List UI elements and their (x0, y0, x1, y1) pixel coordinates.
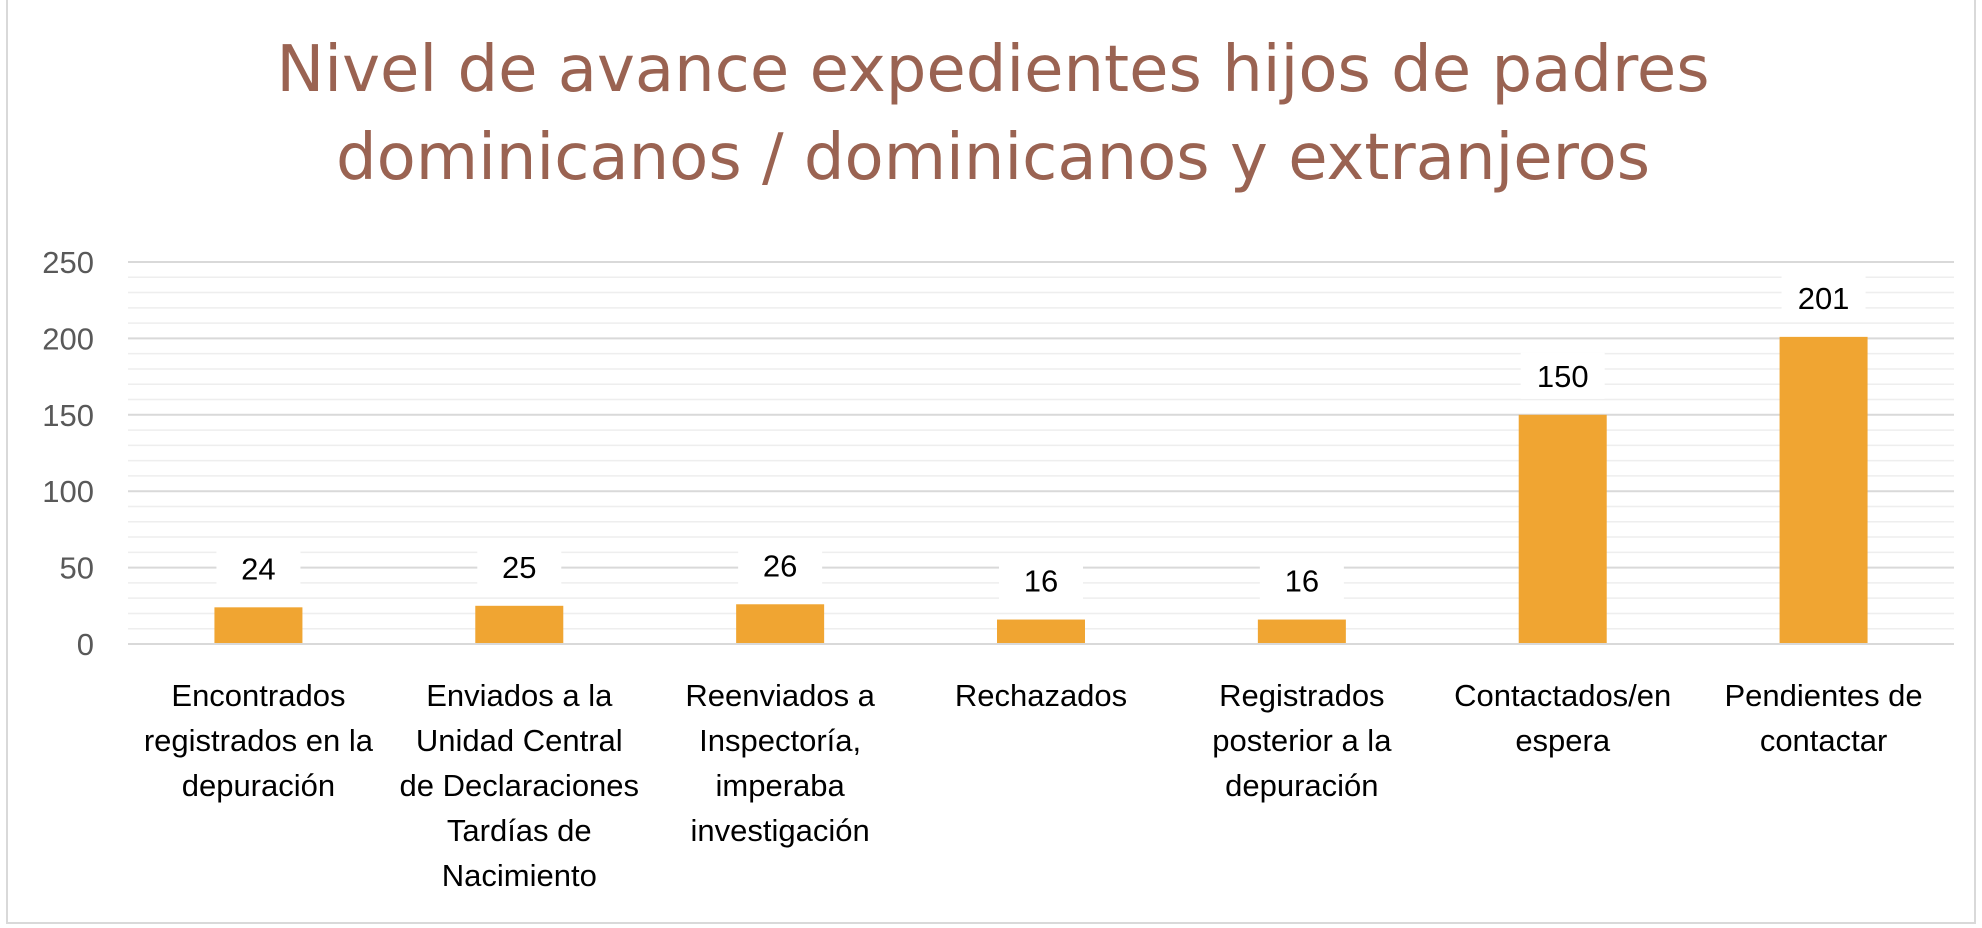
x-category-label-line: depuración (182, 768, 335, 803)
chart-frame: Nivel de avance expedientes hijos de pad… (6, 0, 1976, 924)
y-tick-label: 150 (42, 398, 94, 433)
x-category-label-line: Encontrados (171, 678, 345, 713)
x-category-label: Enviados a la Unidad Central de Declaracio… (400, 678, 640, 893)
data-label: 25 (502, 550, 536, 585)
x-axis: Encontrados registrados en la depuraciónEn… (128, 643, 1954, 893)
x-category-label-line: contactar (1760, 723, 1888, 758)
y-tick-label: 0 (77, 627, 94, 662)
bar (736, 604, 825, 644)
data-label-background (477, 543, 562, 590)
x-category-label-line: Contactados/en (1454, 678, 1671, 713)
data-label: 201 (1798, 281, 1850, 316)
y-axis: 0 50 100 150 200 250 (42, 245, 94, 662)
data-label-background (1259, 557, 1344, 604)
bar (997, 619, 1085, 644)
x-category-label-line: Registrados (1219, 678, 1384, 713)
x-category-label-line: Inspectoría, (699, 723, 861, 758)
data-label-background (216, 545, 301, 592)
chart-title: Nivel de avance expedientes hijos de pad… (276, 33, 1709, 195)
chart-title-line: Nivel de avance expedientes hijos de pad… (276, 33, 1709, 107)
x-category-label: Registrados posterior a la depuración (1212, 678, 1392, 803)
bar-chart: Nivel de avance expedientes hijos de pad… (42, 33, 1954, 893)
x-category-label-line: Reenviados a (685, 678, 875, 713)
data-label-background (1520, 352, 1605, 399)
chart-title-line: dominicanos / dominicanos y extranjeros (336, 121, 1650, 195)
bars (214, 336, 1868, 644)
bar (1518, 414, 1607, 644)
x-category-label-line: Rechazados (955, 678, 1127, 713)
y-tick-label: 250 (42, 245, 94, 280)
bar (475, 605, 564, 644)
x-category-label-line: Tardías de (447, 813, 592, 848)
x-category-label-line: posterior a la (1212, 723, 1392, 758)
bar (214, 607, 303, 644)
x-category-label-line: Nacimiento (442, 858, 597, 893)
x-category-label-line: depuración (1225, 768, 1378, 803)
data-label: 24 (241, 551, 275, 586)
x-category-label: Rechazados (955, 678, 1127, 713)
x-category-label-line: de Declaraciones (400, 768, 640, 803)
x-category-label-line: investigación (691, 813, 870, 848)
data-label-background (738, 542, 823, 589)
x-category-label-line: Enviados a la (426, 678, 613, 713)
y-tick-label: 50 (60, 551, 94, 586)
data-label: 150 (1537, 359, 1589, 394)
x-category-label: Reenviados a Inspectoría, imperaba investig… (685, 678, 875, 848)
data-label: 26 (763, 548, 797, 583)
x-category-label-line: registrados en la (144, 723, 374, 758)
data-label-background (999, 557, 1083, 604)
y-tick-label: 100 (42, 474, 94, 509)
x-category-label: Encontrados registrados en la depuración (144, 678, 374, 803)
data-label: 16 (1285, 564, 1319, 599)
bar (1779, 336, 1868, 644)
y-tick-label: 200 (42, 321, 94, 356)
x-category-label-line: Pendientes de (1724, 678, 1922, 713)
bar (1257, 619, 1346, 644)
data-label: 16 (1024, 564, 1058, 599)
x-category-label: Contactados/en espera (1454, 678, 1671, 758)
data-labels: 24 25 26 16 16 150 201 (216, 274, 1866, 604)
x-category-label: Pendientes de contactar (1724, 678, 1922, 758)
x-category-label-line: espera (1515, 723, 1611, 758)
gridlines (128, 261, 1954, 630)
x-category-label-line: Unidad Central (416, 723, 623, 758)
data-label-background (1781, 274, 1866, 321)
x-category-label-line: imperaba (716, 768, 846, 803)
